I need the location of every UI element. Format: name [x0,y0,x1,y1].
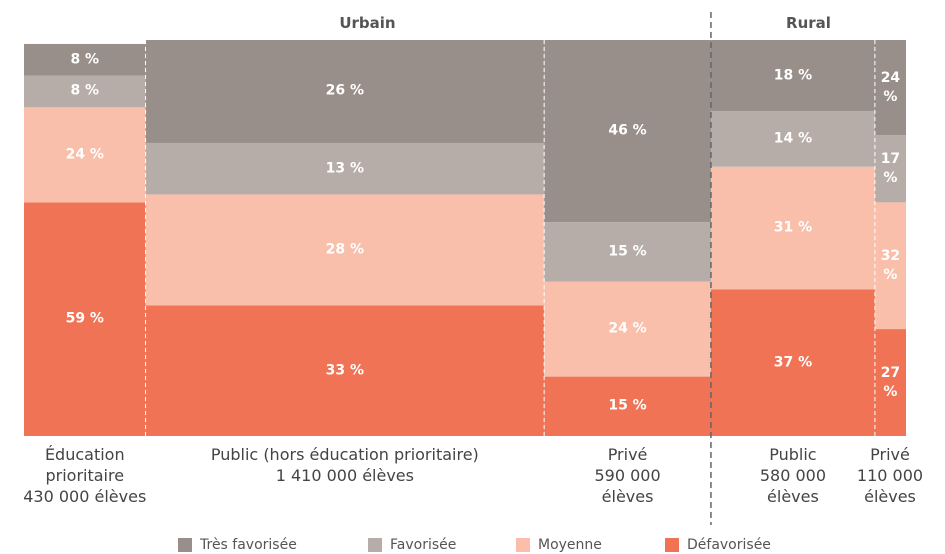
segment [710,289,875,436]
value-label: 24 % [608,320,647,337]
segment [874,202,906,330]
segment [145,142,545,195]
category-name: Privé [870,445,910,464]
segment [874,40,906,136]
category-label: Public (hors éducation prioritaire) 1 410… [146,444,545,486]
legend-item: Défavorisée [665,537,771,553]
legend-item: Favorisée [368,537,456,553]
value-label: 37 % [773,354,813,371]
legend-label: Favorisée [390,537,457,553]
legend-label: Moyenne [538,537,602,553]
category-label: Éducation prioritaire 430 000 élèves [10,444,160,507]
legend-item: Très favorisée [178,537,297,553]
value-label: 8 % [70,82,100,99]
value-label: 24 % [880,69,901,105]
value-label: 14 % [773,130,813,147]
value-label: 27 % [880,364,901,400]
legend-swatch [516,538,530,552]
segment [24,202,146,436]
value-label: 31 % [773,219,813,236]
segment [874,329,906,436]
segment [145,305,545,436]
category-size: 580 000 élèves [759,466,826,506]
value-label: 59 % [65,310,104,327]
value-label: 13 % [325,160,365,177]
category-label: Public 580 000 élèves [738,444,848,507]
legend-label: Défavorisée [687,537,771,553]
segment [874,135,906,203]
legend-swatch [178,538,192,552]
category-size: 430 000 élèves [23,487,147,506]
category-size: 590 000 élèves [594,466,661,506]
category-label: Privé 110 000 élèves [835,444,945,507]
category-size: 1 410 000 élèves [275,466,414,485]
category-label: Privé 590 000 élèves [573,444,683,507]
segment [710,40,875,112]
value-label: 8 % [70,51,100,68]
segment [544,40,711,223]
segment [544,376,711,436]
value-label: 18 % [773,67,813,84]
value-label: 24 % [65,146,104,163]
category-name: Éducation prioritaire [44,445,125,485]
segment [710,166,875,290]
group-label: Urbain [339,14,396,32]
value-label: 32 % [880,247,901,283]
value-label: 28 % [325,241,365,258]
value-label: 15 % [608,397,647,414]
segment [24,43,146,76]
legend-swatch [368,538,382,552]
value-label: 46 % [608,122,647,139]
category-name: Privé [607,445,648,464]
value-label: 33 % [325,362,365,379]
category-name: Public [769,445,817,464]
legend-item: Moyenne [516,537,602,553]
legend-swatch [665,538,679,552]
segment [145,40,545,143]
value-label: 26 % [325,82,365,99]
segment [710,111,875,167]
legend-label: Très favorisée [200,537,297,553]
segment [24,107,146,203]
category-size: 110 000 élèves [856,466,924,506]
segment [145,194,545,306]
segment [544,222,711,282]
value-label: 17 % [880,150,901,186]
group-label: Rural [786,14,831,32]
segment [24,75,146,108]
category-name: Public (hors éducation prioritaire) [210,445,479,464]
segment [544,281,711,377]
value-label: 15 % [608,243,647,260]
